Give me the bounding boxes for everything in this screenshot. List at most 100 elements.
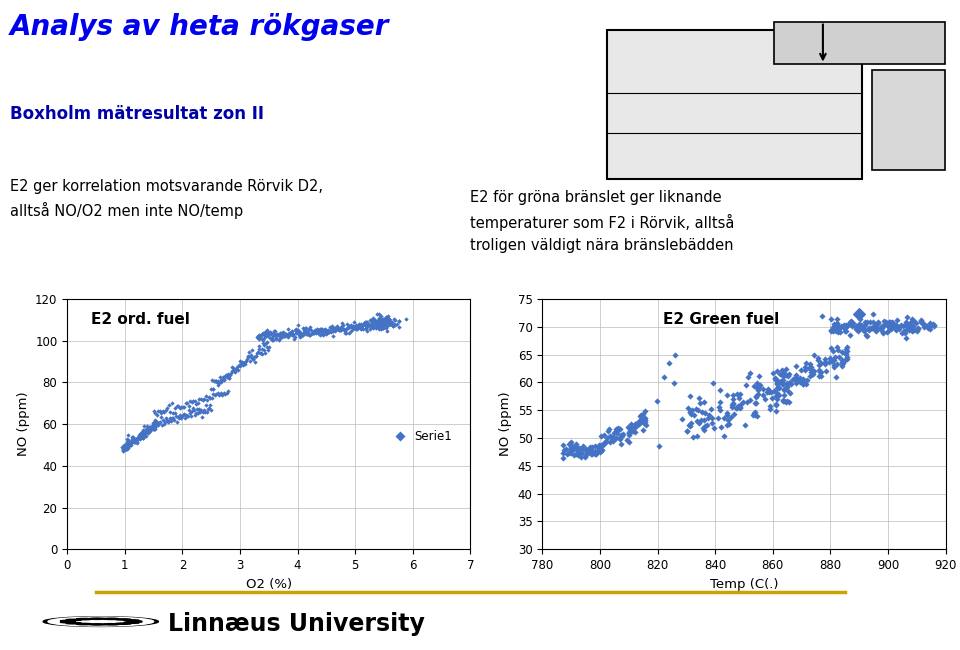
Point <box>776 368 791 378</box>
Point <box>690 415 706 426</box>
Point <box>220 371 235 382</box>
Point <box>608 424 623 434</box>
Point <box>126 435 141 445</box>
Point <box>270 328 285 339</box>
Point <box>261 341 276 352</box>
Point <box>328 324 344 334</box>
Point <box>756 384 771 394</box>
Point <box>726 397 741 408</box>
Point <box>127 436 142 447</box>
Point <box>381 313 396 324</box>
Point <box>719 390 734 400</box>
Point <box>313 324 328 334</box>
Point <box>851 318 866 329</box>
Point <box>116 445 132 456</box>
Point <box>782 376 798 387</box>
Point <box>788 372 804 382</box>
Point <box>257 327 273 337</box>
Point <box>731 400 746 411</box>
Point <box>316 325 331 335</box>
Point <box>849 321 864 332</box>
Point <box>748 407 763 417</box>
Point <box>372 320 387 331</box>
Point <box>829 320 845 330</box>
Point <box>375 316 391 326</box>
Point <box>229 361 245 372</box>
Point <box>898 328 913 338</box>
Point <box>146 406 161 416</box>
Point <box>590 442 606 452</box>
Point <box>317 327 332 337</box>
Point <box>268 326 283 336</box>
Point <box>868 320 883 330</box>
Point <box>315 327 330 337</box>
Point <box>871 317 886 328</box>
Point <box>595 440 611 450</box>
Point <box>138 424 154 435</box>
Point <box>358 317 373 328</box>
Point <box>876 320 892 330</box>
Point <box>144 422 159 433</box>
Point <box>312 330 327 340</box>
Point <box>904 313 920 324</box>
Point <box>132 434 148 445</box>
Point <box>914 315 929 326</box>
Point <box>562 438 577 448</box>
Point <box>314 324 329 334</box>
Point <box>814 311 829 321</box>
Point <box>168 411 183 421</box>
Point <box>380 320 396 330</box>
Point <box>273 328 288 339</box>
Text: E2 för gröna bränslet ger liknande
temperaturer som F2 i Rörvik, alltså
troligen: E2 för gröna bränslet ger liknande tempe… <box>470 190 734 253</box>
Point <box>255 338 271 348</box>
Point <box>838 349 853 359</box>
Point <box>743 368 758 378</box>
Point <box>622 424 637 434</box>
Point <box>159 403 175 413</box>
Point <box>619 435 635 445</box>
Point <box>138 427 154 437</box>
Point <box>598 436 613 446</box>
Point <box>156 415 171 425</box>
Point <box>795 377 810 387</box>
Point <box>351 319 367 330</box>
Point <box>224 366 239 376</box>
Point <box>207 389 223 400</box>
Point <box>274 330 289 341</box>
Point <box>256 333 272 343</box>
Point <box>208 389 224 399</box>
Point <box>307 325 323 335</box>
Point <box>170 411 185 422</box>
Point <box>377 317 393 327</box>
Point <box>891 324 906 334</box>
Point <box>373 320 389 330</box>
Point <box>351 321 367 332</box>
Point <box>844 317 859 327</box>
Point <box>180 398 195 409</box>
Point <box>132 429 148 439</box>
Point <box>628 421 643 432</box>
Point <box>857 317 873 327</box>
Point <box>628 419 643 429</box>
Point <box>766 367 781 378</box>
Point <box>230 365 246 375</box>
Point <box>806 365 822 376</box>
Point <box>873 324 888 335</box>
Point <box>870 319 885 330</box>
Point <box>330 323 346 333</box>
Point <box>298 329 313 339</box>
Point <box>234 357 250 367</box>
Point <box>762 404 778 414</box>
Point <box>356 319 372 330</box>
Point <box>773 376 788 386</box>
Point <box>288 328 303 339</box>
Point <box>285 330 300 340</box>
Point <box>302 330 318 340</box>
Point <box>925 319 941 330</box>
Point <box>682 407 697 417</box>
Point <box>865 322 880 332</box>
Point <box>785 374 801 385</box>
Point <box>834 347 850 358</box>
Point <box>141 424 156 434</box>
Point <box>666 378 682 388</box>
